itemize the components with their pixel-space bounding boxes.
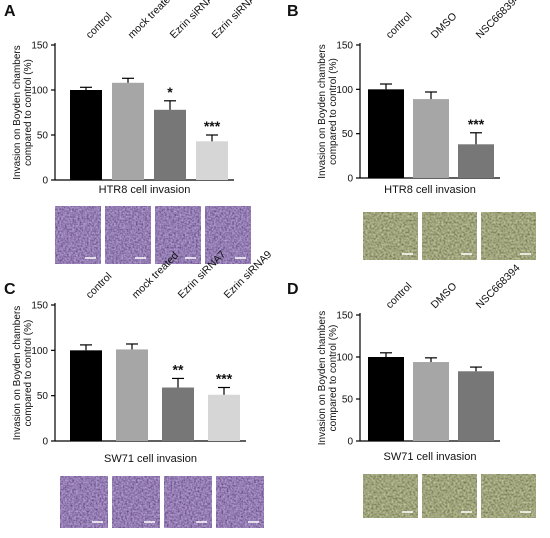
micrograph-image	[216, 476, 264, 528]
micrograph-texture	[55, 206, 101, 264]
y-tick-label: 50	[342, 395, 354, 406]
bar-control	[70, 90, 102, 180]
micrograph-texture	[481, 474, 536, 518]
micrograph-texture	[164, 476, 212, 528]
micrograph-image	[164, 476, 212, 528]
bar-mock-treated	[116, 349, 148, 441]
micrograph-image	[363, 474, 418, 518]
micrograph-image	[205, 206, 251, 264]
y-tick-label: 50	[342, 129, 354, 140]
y-tick-label: 100	[336, 353, 353, 364]
bar-dmso	[413, 99, 449, 178]
micrograph-image	[422, 212, 477, 260]
category-label: control	[384, 280, 415, 311]
panel-d: D 0 50 100 150 Invasion on Boyden chambers com…	[287, 262, 536, 518]
y-tick-label: 150	[31, 301, 48, 312]
micrograph-texture	[105, 206, 151, 264]
y-tick-label: 50	[37, 391, 49, 402]
bar-control	[368, 357, 404, 441]
category-label: DMSO	[429, 10, 460, 41]
x-axis-label: HTR8 cell invasion	[384, 184, 476, 196]
significance-mark: ***	[216, 371, 233, 387]
micrograph-image	[60, 476, 108, 528]
bar-nsc668394	[458, 144, 494, 178]
y-tick-label: 150	[31, 41, 48, 52]
y-tick-label: 0	[42, 437, 48, 448]
y-tick-label: 50	[37, 131, 49, 142]
category-label: control	[384, 10, 415, 41]
micrograph-texture	[422, 212, 477, 260]
micrograph-texture	[155, 206, 201, 264]
panel-a: A 0 50 100 150 Invasion on Boyden chambers com…	[4, 0, 262, 264]
y-tick-label: 0	[347, 174, 353, 185]
panel-letter: B	[287, 3, 299, 20]
panel-b: B 0 50 100 150 Invasion on Boyden chambers com…	[287, 0, 536, 260]
category-label: control	[84, 270, 115, 301]
bar-nsc668394	[458, 371, 494, 441]
panel-letter: A	[4, 3, 16, 20]
micrograph-image	[55, 206, 101, 264]
micrograph-image	[481, 212, 536, 260]
y-axis-label: compared to control (%)	[328, 58, 339, 165]
significance-mark: ***	[468, 116, 485, 132]
micrograph-texture	[481, 212, 536, 260]
category-label: Ezrin siRNA9	[210, 0, 263, 41]
x-axis-label: SW71 cell invasion	[384, 451, 477, 463]
significance-mark: ***	[204, 118, 221, 134]
category-label: DMSO	[429, 280, 460, 311]
y-axis-label: compared to control (%)	[328, 325, 339, 432]
y-axis-label: Invasion on Boyden chambers	[317, 311, 328, 446]
y-tick-label: 150	[336, 41, 353, 52]
micrograph-texture	[60, 476, 108, 528]
bar-control	[70, 350, 102, 441]
micrograph-texture	[422, 474, 477, 518]
y-tick-label: 0	[347, 437, 353, 448]
bar-dmso	[413, 362, 449, 441]
y-axis-label: Invasion on Boyden chambers	[12, 45, 23, 180]
micrograph-texture	[363, 212, 418, 260]
significance-mark: *	[167, 84, 173, 100]
bar-ezrin-sirna9	[208, 394, 240, 441]
x-axis-label: HTR8 cell invasion	[99, 184, 191, 196]
significance-mark: **	[173, 361, 184, 377]
y-axis-label: compared to control (%)	[23, 320, 34, 427]
bar-ezrin-sirna7	[162, 387, 194, 441]
y-tick-label: 0	[42, 176, 48, 187]
micrograph-image	[481, 474, 536, 518]
bar-ezrin-sirna9	[196, 141, 228, 180]
panel-letter: D	[287, 281, 299, 298]
y-axis-label: Invasion on Boyden chambers	[12, 306, 23, 441]
x-axis-label: SW71 cell invasion	[104, 453, 197, 465]
micrograph-image	[155, 206, 201, 264]
bar-ezrin-sirna7	[154, 109, 186, 180]
y-tick-label: 100	[336, 85, 353, 96]
micrograph-texture	[112, 476, 160, 528]
micrograph-texture	[363, 474, 418, 518]
panel-letter: C	[4, 281, 16, 298]
y-axis-label: compared to control (%)	[23, 59, 34, 166]
category-label: control	[84, 10, 115, 41]
category-label: NSC668394	[474, 0, 523, 41]
micrograph-texture	[216, 476, 264, 528]
micrograph-image	[105, 206, 151, 264]
y-axis-label: Invasion on Boyden chambers	[317, 44, 328, 179]
micrograph-texture	[205, 206, 251, 264]
bar-mock-treated	[112, 82, 144, 180]
micrograph-image	[112, 476, 160, 528]
y-tick-label: 150	[336, 311, 353, 322]
bar-control	[368, 89, 404, 178]
micrograph-image	[363, 212, 418, 260]
category-label: NSC668394	[474, 262, 523, 311]
micrograph-image	[422, 474, 477, 518]
y-tick-label: 100	[31, 86, 48, 97]
panel-c: C 0 50 100 150 Invasion on Boyden chambers com…	[4, 248, 274, 528]
y-tick-label: 100	[31, 346, 48, 357]
